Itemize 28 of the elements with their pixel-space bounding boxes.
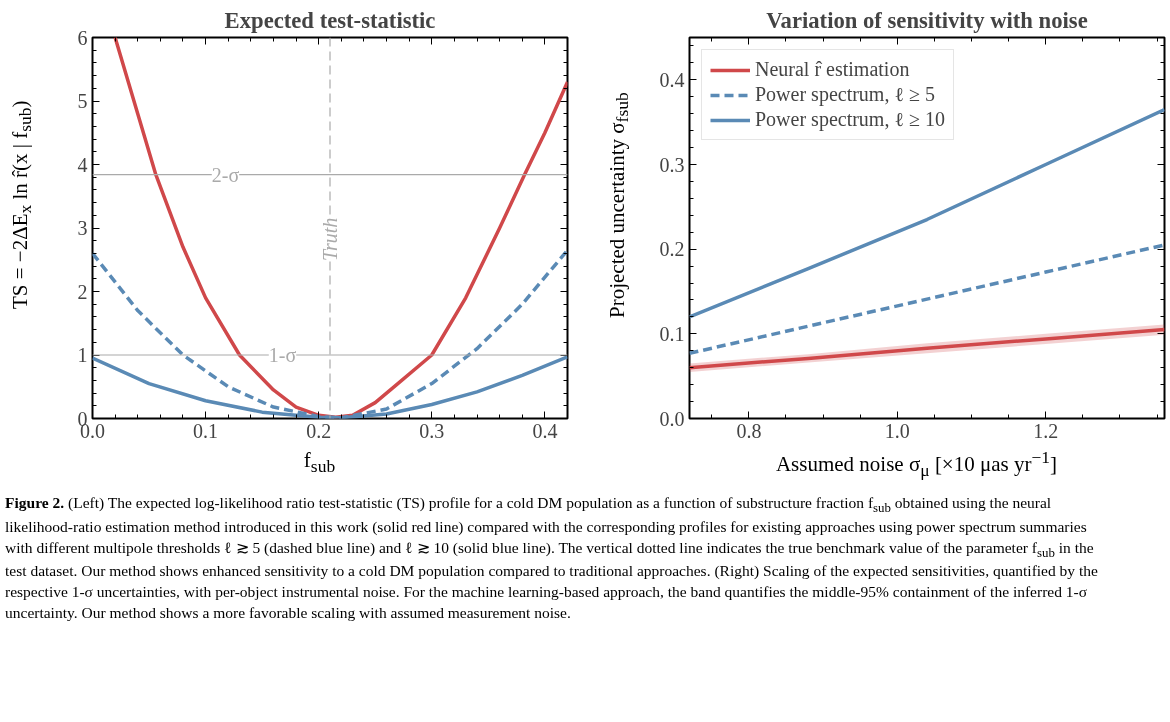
y-tick-label: 0.3 <box>659 153 685 176</box>
y-tick-label: 3 <box>77 217 88 239</box>
x-tick-label: 1.2 <box>1033 419 1059 442</box>
y-tick-label: 0.2 <box>659 238 685 261</box>
y-tick-label: 1 <box>77 344 88 366</box>
ref-line-label: Truth <box>319 217 341 262</box>
ref-line-label: 1-σ <box>268 344 297 366</box>
y-tick-label: 2 <box>77 280 88 303</box>
y-tick-label: 0.4 <box>659 68 685 91</box>
chart-title: Expected test-statistic <box>224 7 436 33</box>
y-tick-label: 0.1 <box>659 322 685 345</box>
chart-title: Variation of sensitivity with noise <box>766 7 1088 33</box>
ref-line-label: 2-σ <box>211 163 240 186</box>
legend-label: Neural r̂ estimation <box>755 58 910 81</box>
x-tick-label: 0.4 <box>532 419 558 442</box>
x-axis-title: f$_{sub}$ <box>303 447 336 479</box>
x-tick-label: 0.1 <box>193 419 219 442</box>
x-tick-label: 0.3 <box>419 419 445 442</box>
legend-label: Power spectrum, ℓ ≥ 5 <box>755 83 935 106</box>
y-tick-label: 5 <box>77 90 88 112</box>
y-tick-label: 4 <box>77 153 88 176</box>
x-tick-label: 0.2 <box>306 419 332 442</box>
x-tick-label: 1.0 <box>884 419 910 442</box>
x-tick-label: 0.8 <box>736 419 762 442</box>
y-tick-label: 6 <box>77 26 88 49</box>
legend-label: Power spectrum, ℓ ≥ 10 <box>755 108 945 131</box>
text: Figure 2. (Left) The expected log-likelihood ratio test-statistic (TS) profile for a cold DM population as a function of substructure fraction f$_{sub}$ obtained using the neural likelihood-ratio estimation method introduced in this work (solid red line) compared with the corresponding profiles for existing approaches using power spectrum summaries with different multipole thresholds ℓ ≳ 5 (dashed blue line) and ℓ ≳ 10 (solid blue line). The vertical dotted line indicates the true benchmark value of the parameter f$_{sub}$ in the test dataset. Our method shows enhanced sensitivity to a cold DM population compared to traditional approaches. (Right) Scaling of the expected sensitivities, quantified by the respective 1-σ uncertainties, with per-object instrumental noise. For the machine learning-based approach, the band quantifies the middle-95% containment of the inferred 1-σ uncertainty. Our method shows a more favorable scaling with assumed measurement noise. <box>5 494 1098 622</box>
x-axis-title: Assumed noise σ$_{μ}$ [×10 μas yr$^{−1}$] <box>775 446 1058 483</box>
